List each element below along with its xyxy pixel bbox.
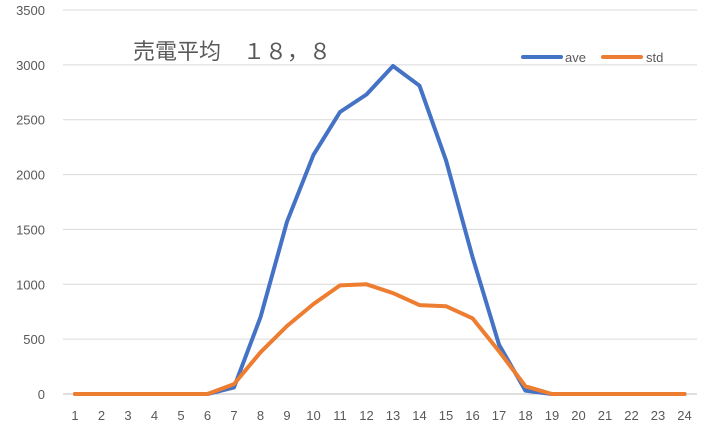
y-tick-label: 0 (38, 387, 45, 402)
x-tick-label: 5 (177, 408, 184, 423)
y-tick-label: 1000 (16, 277, 45, 292)
y-tick-label: 2000 (16, 168, 45, 183)
x-tick-label: 22 (624, 408, 638, 423)
chart-title: 売電平均 １８，８ (133, 40, 331, 65)
y-tick-label: 3500 (16, 3, 45, 18)
legend-label-ave: ave (565, 50, 586, 65)
gridlines (63, 9, 697, 395)
y-tick-label: 1500 (16, 222, 45, 237)
x-tick-label: 11 (333, 408, 347, 423)
x-tick-label: 6 (204, 408, 211, 423)
y-axis-tick-labels: 0 500 1000 1500 2000 2500 3000 3500 (16, 3, 45, 402)
y-tick-label: 3000 (16, 58, 45, 73)
y-tick-label: 2500 (16, 113, 45, 128)
legend: ave std (521, 50, 663, 65)
x-tick-label: 19 (545, 408, 559, 423)
x-tick-label: 8 (257, 408, 264, 423)
x-tick-label: 18 (518, 408, 532, 423)
x-tick-label: 1 (71, 408, 78, 423)
y-tick-label: 500 (23, 332, 45, 347)
series-lines (73, 64, 687, 396)
x-tick-label: 16 (465, 408, 479, 423)
x-tick-label: 7 (230, 408, 237, 423)
x-tick-label: 3 (124, 408, 131, 423)
x-tick-label: 23 (651, 408, 665, 423)
series-line-ave (73, 64, 687, 396)
series-line-std (73, 282, 687, 396)
x-tick-label: 14 (412, 408, 426, 423)
x-tick-label: 24 (677, 408, 691, 423)
x-tick-label: 10 (306, 408, 320, 423)
x-tick-label: 4 (151, 408, 158, 423)
x-tick-label: 17 (492, 408, 506, 423)
x-tick-label: 12 (359, 408, 373, 423)
x-tick-label: 9 (283, 408, 290, 423)
x-axis-tick-labels: 1 2 3 4 5 6 7 8 9 10 11 12 13 14 15 16 17 18 19 20 21 22 23 24 (71, 408, 691, 423)
x-tick-label: 13 (386, 408, 400, 423)
x-tick-label: 15 (439, 408, 453, 423)
x-tick-label: 2 (98, 408, 105, 423)
legend-label-std: std (646, 50, 663, 65)
x-tick-label: 21 (598, 408, 612, 423)
x-tick-label: 20 (571, 408, 585, 423)
